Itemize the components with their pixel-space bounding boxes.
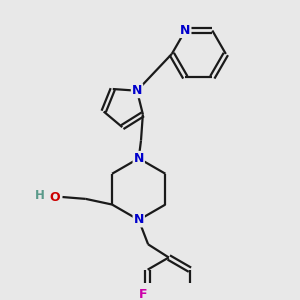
Text: N: N [134, 152, 144, 165]
Text: N: N [132, 84, 142, 97]
Text: O: O [49, 190, 60, 203]
Text: H: H [35, 189, 45, 202]
Text: F: F [139, 288, 147, 300]
Text: N: N [134, 213, 144, 226]
Text: N: N [180, 24, 190, 37]
